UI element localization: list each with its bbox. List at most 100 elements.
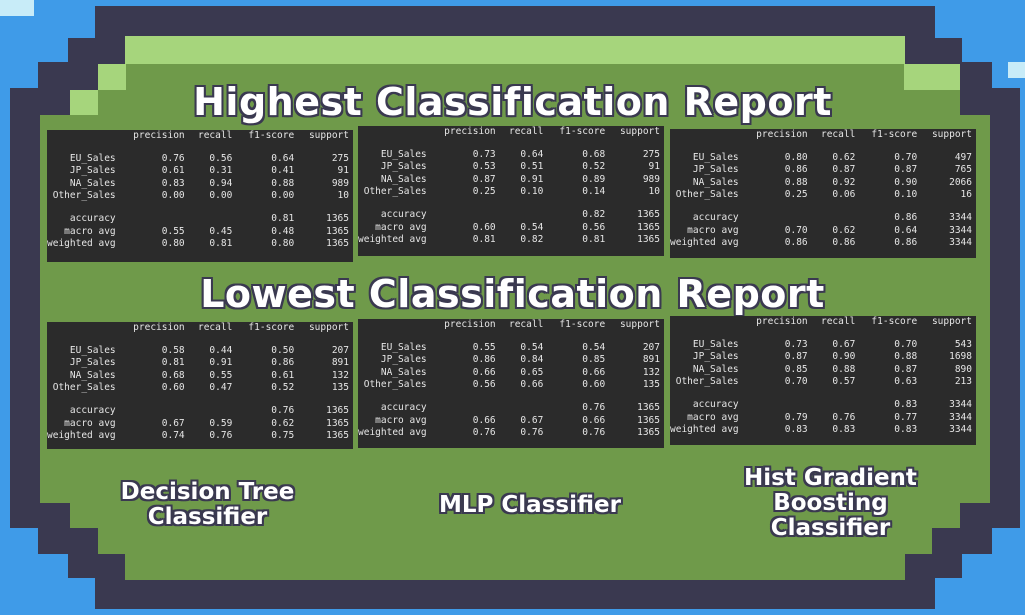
cell-value: 1365 [637,414,660,426]
corner-pixel [0,0,34,16]
row-label [358,126,431,139]
cell-value: f1-score [559,126,606,137]
cell-value: 1698 [949,351,972,363]
table-row: EU_Sales 0.80 0.62 0.70 497 [670,152,976,165]
row-label: EU_Sales [380,341,427,353]
cell-value: 1365 [326,212,349,224]
cell-value: 989 [331,177,349,189]
table-row: NA_Sales 0.66 0.65 0.66 132 [358,367,664,380]
cell-value: 0.84 [520,354,544,366]
row-label: Other_Sales [52,382,116,394]
cell-value: 0.62 [832,224,856,236]
spacer-row [358,392,664,402]
summary-row: macro avg 0.60 0.54 0.56 1365 [358,222,664,235]
cell-value: 0.86 [832,237,856,249]
row-label: JP_Sales [692,164,739,176]
row-label: JP_Sales [692,351,739,363]
cell-value: 0.87 [894,363,918,375]
cell-value: 0.73 [472,148,496,160]
cell-value: 1365 [637,221,660,233]
summary-row: accuracy 0.82 1365 [358,209,664,222]
row-label: macro avg [375,414,427,426]
spacer-row [47,335,353,345]
cell-value: 0.87 [472,173,496,185]
cell-value: 0.62 [271,417,295,429]
cell-value: 0.54 [520,341,544,353]
cell-value: 0.76 [209,430,233,442]
cell-value: 0.50 [271,344,295,356]
cell-value: recall [197,130,233,141]
row-label: NA_Sales [692,176,739,188]
cell-value: 0.85 [582,354,606,366]
cell-value: precision [756,316,808,327]
row-label: weighted avg [47,238,116,250]
summary-row: weighted avg 0.81 0.82 0.81 1365 [358,234,664,247]
table-row: NA_Sales 0.87 0.91 0.89 989 [358,174,664,187]
cell-value: 275 [642,148,660,160]
cell-value: 0.91 [209,357,233,369]
cell-value [120,405,189,418]
cell-value: 0.81 [271,212,295,224]
cell-value: 0.67 [161,417,185,429]
cell-value [431,209,500,222]
cell-value: 3344 [949,398,972,410]
row-label: accuracy [69,212,116,224]
caption-decision-tree: Decision Tree Classifier [120,479,295,530]
summary-row: accuracy 0.86 3344 [670,212,976,225]
cell-value: 0.62 [832,151,856,163]
cell-value: recall [508,319,544,330]
row-label [47,130,120,143]
cell-value: 0.80 [784,151,808,163]
row-label: Other_Sales [363,379,427,391]
cell-value: 275 [331,152,349,164]
cell-value: precision [133,322,185,333]
cell-value: 16 [960,189,972,201]
summary-row: macro avg 0.67 0.59 0.62 1365 [47,418,353,431]
table-row: Other_Sales 0.56 0.66 0.60 135 [358,379,664,392]
cell-value [500,209,548,222]
row-label: weighted avg [670,237,739,249]
row-label: accuracy [380,208,427,220]
cell-value: 0.90 [832,351,856,363]
table-row: JP_Sales 0.86 0.87 0.87 765 [670,164,976,177]
row-label: weighted avg [47,430,116,442]
cell-value: 0.81 [209,238,233,250]
cell-value: 0.90 [894,176,918,188]
cell-value: 0.58 [161,344,185,356]
cell-value: 0.70 [894,338,918,350]
cell-value: recall [508,126,544,137]
cell-value: 3344 [949,237,972,249]
row-label [358,319,431,332]
cell-value [812,399,860,412]
summary-row: accuracy 0.83 3344 [670,399,976,412]
row-label: JP_Sales [69,357,116,369]
cell-value: 0.55 [472,341,496,353]
summary-row: accuracy 0.81 1365 [47,213,353,226]
cell-value: 891 [642,354,660,366]
cell-value: 0.56 [472,379,496,391]
cell-value: recall [820,316,856,327]
cell-value: 0.76 [472,427,496,439]
caption-hist-gradient: Hist Gradient Boosting Classifier [744,465,917,541]
cell-value: f1-score [871,129,918,140]
cell-value: 1365 [637,208,660,220]
table-row: NA_Sales 0.85 0.88 0.87 890 [670,364,976,377]
cell-value: 0.76 [832,411,856,423]
lowest-report-decision-tree: precision recall f1-score support EU_Sales 0.… [47,322,353,449]
row-label: JP_Sales [69,165,116,177]
cell-value: 0.44 [209,344,233,356]
cell-value: 0.88 [832,363,856,375]
highest-report-mlp: precision recall f1-score support EU_Sales 0.… [358,126,664,256]
frame-highlight [904,64,932,90]
cell-value: precision [444,126,496,137]
cell-value: 0.83 [784,424,808,436]
cell-value: 0.10 [520,186,544,198]
spacer-row [358,332,664,342]
cell-value: 0.54 [520,221,544,233]
row-label: weighted avg [358,234,427,246]
cell-value: 0.82 [520,234,544,246]
summary-row: weighted avg 0.74 0.76 0.75 1365 [47,430,353,443]
header-row: precision recall f1-score support [358,319,664,332]
summary-row: weighted avg 0.76 0.76 0.76 1365 [358,427,664,440]
cell-value: 0.87 [784,351,808,363]
